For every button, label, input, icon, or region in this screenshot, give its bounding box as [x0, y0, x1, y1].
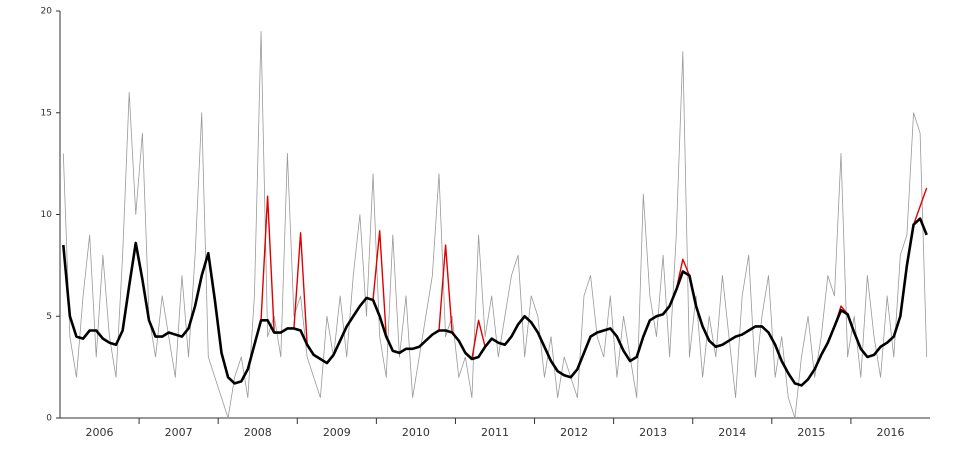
y-tick-label: 10: [41, 210, 53, 220]
series-line: [62, 30, 928, 419]
x-year-label: 2008: [244, 426, 272, 439]
x-year-label: 2013: [639, 426, 667, 439]
y-tick-label: 15: [41, 108, 52, 118]
x-year-label: 2009: [323, 426, 351, 439]
y-tick-label: 0: [46, 414, 52, 424]
x-year-label: 2007: [165, 426, 193, 439]
x-year-label: 2011: [481, 426, 509, 439]
y-tick-label: 5: [46, 312, 52, 322]
x-year-label: 2014: [718, 426, 746, 439]
series-line: [62, 217, 928, 387]
y-tick-label: 20: [41, 7, 53, 17]
x-year-label: 2016: [876, 426, 904, 439]
x-year-label: 2015: [797, 426, 825, 439]
x-year-label: 2012: [560, 426, 588, 439]
x-year-label: 2006: [86, 426, 114, 439]
x-year-label: 2010: [402, 426, 430, 439]
